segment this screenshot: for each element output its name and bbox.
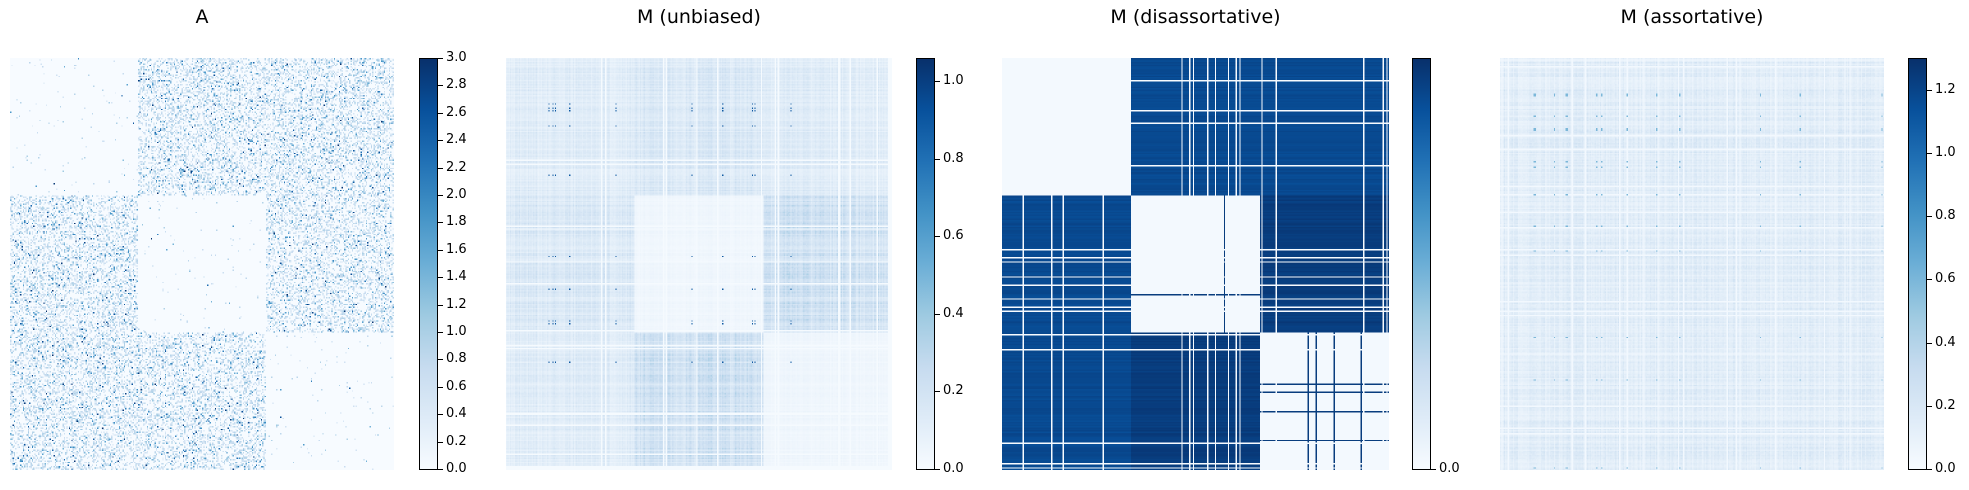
- colorbar-tick-label: 0.8: [446, 351, 467, 367]
- colorbar-tick: [438, 249, 443, 251]
- heatmap-cells: [1002, 58, 1389, 470]
- colorbar-tick: [438, 195, 443, 196]
- colorbar: [419, 58, 438, 470]
- colorbar-tick: [935, 236, 940, 238]
- colorbar-tick: [438, 277, 443, 279]
- heatmap-cells: [506, 58, 892, 470]
- colorbar-tick: [438, 441, 443, 443]
- colorbar-tick-label: 0.6: [1935, 271, 1956, 287]
- colorbar-tick-label: 1.0: [943, 73, 964, 89]
- colorbar-tick: [935, 81, 940, 83]
- colorbar-tick: [935, 391, 940, 393]
- colorbar-tick-label: 1.0: [446, 324, 467, 339]
- colorbar-tick: [1927, 342, 1932, 344]
- colorbar-tick: [935, 158, 940, 160]
- colorbar-tick: [1431, 469, 1436, 470]
- colorbar-tick: [438, 332, 443, 333]
- colorbar-tick-label: 1.4: [446, 269, 467, 285]
- colorbar-tick: [1927, 152, 1932, 154]
- colorbar-tick-label: 2.0: [446, 187, 467, 202]
- colorbar-tick: [935, 313, 940, 315]
- colorbar-tick: [438, 359, 443, 361]
- colorbar-tick-label: 1.6: [446, 241, 467, 257]
- colorbar-tick-label: 0.6: [446, 378, 467, 394]
- colorbar-tick: [438, 469, 443, 470]
- colorbar-tick: [1927, 405, 1932, 407]
- colorbar-tick-label: 2.2: [446, 159, 467, 175]
- colorbar-tick: [935, 469, 940, 470]
- chart-title: M (assortative): [1620, 6, 1764, 28]
- colorbar-tick-label: 1.2: [446, 296, 467, 312]
- colorbar-tick-label: 0.8: [1935, 208, 1956, 224]
- colorbar-tick-label: 0.6: [943, 228, 964, 244]
- colorbar-tick: [1927, 279, 1932, 281]
- colorbar-tick: [438, 112, 443, 114]
- colorbar: [916, 58, 935, 470]
- chart-title: A: [195, 6, 209, 28]
- heatmap-cells: [10, 58, 394, 470]
- colorbar-tick-label: 0.0: [446, 461, 467, 476]
- colorbar-tick: [438, 167, 443, 169]
- colorbar-tick-label: 1.2: [1935, 81, 1956, 97]
- colorbar-tick-label: 1.0: [1935, 144, 1956, 160]
- heatmap-cells: [1500, 58, 1884, 470]
- colorbar-tick: [438, 140, 443, 142]
- colorbar-tick-label: 0.4: [943, 305, 964, 321]
- colorbar-tick: [438, 222, 443, 224]
- colorbar-tick-label: 0.2: [446, 433, 467, 449]
- colorbar-tick: [438, 386, 443, 388]
- colorbar-tick-label: 0.0: [943, 461, 964, 476]
- colorbar-tick-label: 0.0: [1935, 461, 1956, 476]
- colorbar-tick-label: 0.0: [1439, 461, 1460, 476]
- colorbar-tick-label: 0.4: [446, 406, 467, 422]
- colorbar-tick-label: 2.4: [446, 132, 467, 148]
- colorbar-tick-label: 2.6: [446, 104, 467, 120]
- colorbar-tick: [438, 414, 443, 416]
- colorbar-tick-label: 0.2: [943, 383, 964, 399]
- colorbar-tick-label: 1.8: [446, 214, 467, 230]
- colorbar-tick: [1927, 469, 1932, 470]
- colorbar-tick-label: 0.4: [1935, 334, 1956, 350]
- colorbar-tick: [438, 304, 443, 306]
- colorbar-tick: [438, 85, 443, 87]
- chart-title: M (unbiased): [637, 6, 761, 28]
- colorbar-tick-label: 0.2: [1935, 397, 1956, 413]
- colorbar-tick-label: 0.8: [943, 150, 964, 166]
- colorbar-tick: [1927, 89, 1932, 91]
- colorbar-tick-label: 3.0: [446, 50, 467, 65]
- colorbar-tick: [1927, 216, 1932, 218]
- chart-title: M (disassortative): [1110, 6, 1281, 28]
- colorbar: [1908, 58, 1927, 470]
- colorbar-tick-label: 2.8: [446, 77, 467, 93]
- colorbar-tick: [438, 58, 443, 59]
- colorbar: [1412, 58, 1431, 470]
